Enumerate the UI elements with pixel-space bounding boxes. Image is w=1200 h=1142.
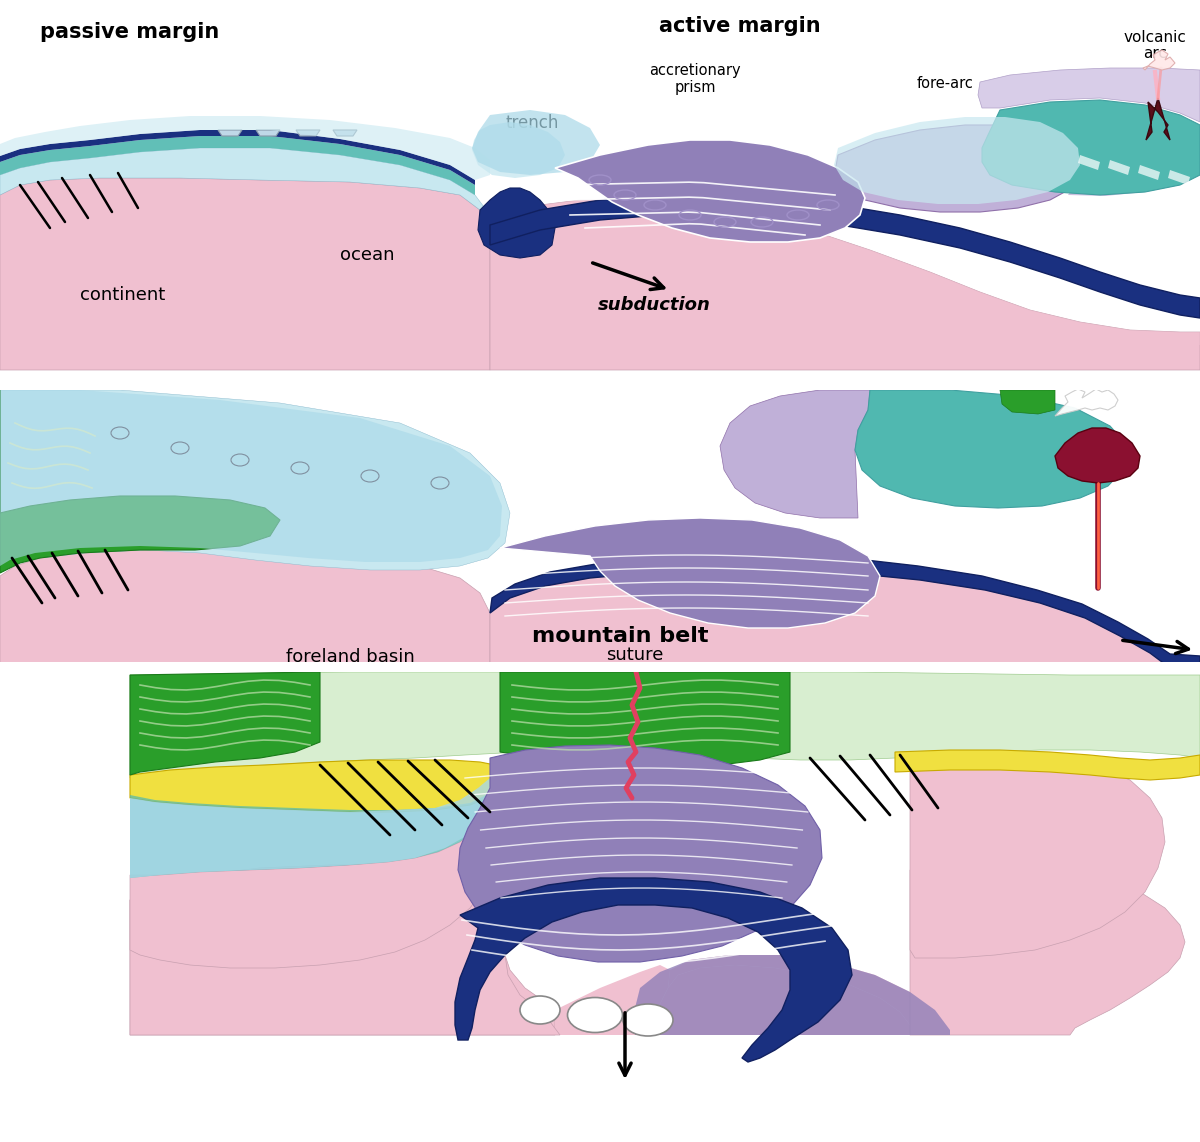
Polygon shape [218, 130, 242, 136]
Polygon shape [982, 100, 1200, 195]
Polygon shape [720, 391, 870, 518]
Polygon shape [130, 759, 505, 812]
Polygon shape [130, 778, 492, 878]
Polygon shape [910, 868, 1186, 1035]
Text: subduction: subduction [598, 296, 710, 314]
Polygon shape [334, 130, 358, 136]
Polygon shape [130, 864, 554, 1035]
Polygon shape [0, 662, 1200, 671]
Polygon shape [1168, 170, 1190, 185]
Polygon shape [978, 69, 1200, 122]
Polygon shape [0, 550, 490, 670]
Polygon shape [835, 124, 1082, 212]
Polygon shape [1078, 155, 1100, 170]
Polygon shape [1146, 98, 1170, 140]
Ellipse shape [623, 1004, 673, 1036]
Polygon shape [472, 110, 600, 175]
Polygon shape [256, 130, 280, 136]
Text: foreland basin: foreland basin [286, 648, 414, 666]
Polygon shape [1142, 50, 1175, 70]
Polygon shape [648, 965, 910, 1035]
Polygon shape [1108, 160, 1130, 175]
Polygon shape [130, 671, 1200, 778]
Polygon shape [1138, 164, 1160, 180]
Polygon shape [0, 136, 475, 195]
Text: active margin: active margin [659, 16, 821, 37]
Polygon shape [500, 671, 790, 765]
Polygon shape [0, 116, 490, 180]
Ellipse shape [568, 997, 623, 1032]
Text: trench: trench [505, 114, 558, 132]
Polygon shape [910, 756, 1165, 958]
Text: suture: suture [606, 646, 664, 664]
Polygon shape [1068, 128, 1200, 196]
Polygon shape [895, 750, 1200, 780]
Polygon shape [478, 188, 554, 258]
Polygon shape [490, 570, 1200, 670]
Polygon shape [1055, 389, 1118, 416]
Polygon shape [0, 148, 490, 230]
Polygon shape [0, 380, 1200, 391]
Polygon shape [490, 556, 1200, 670]
Polygon shape [0, 391, 510, 573]
Polygon shape [1000, 391, 1055, 415]
Text: accretionary
prism: accretionary prism [649, 63, 740, 95]
Polygon shape [130, 810, 498, 968]
Polygon shape [472, 122, 565, 178]
Polygon shape [490, 200, 1200, 370]
Polygon shape [130, 864, 560, 1035]
Text: passive margin: passive margin [41, 22, 220, 42]
Polygon shape [0, 130, 475, 185]
Text: arc: arc [1144, 46, 1166, 61]
Polygon shape [554, 965, 670, 1035]
Text: ocean: ocean [340, 246, 395, 264]
Polygon shape [500, 518, 880, 628]
Polygon shape [296, 130, 320, 136]
Polygon shape [490, 200, 1200, 345]
Ellipse shape [520, 996, 560, 1024]
Polygon shape [1055, 428, 1140, 483]
Polygon shape [834, 116, 1080, 204]
Text: continent: continent [80, 286, 166, 304]
Polygon shape [0, 178, 490, 370]
Polygon shape [668, 955, 950, 1035]
Polygon shape [854, 391, 1128, 508]
Text: mountain belt: mountain belt [532, 626, 708, 646]
Polygon shape [458, 745, 822, 962]
Text: fore-arc: fore-arc [917, 77, 973, 91]
Polygon shape [0, 391, 502, 566]
Polygon shape [130, 671, 320, 775]
Polygon shape [455, 878, 852, 1062]
Polygon shape [490, 195, 1200, 317]
Text: volcanic: volcanic [1123, 30, 1187, 45]
Polygon shape [0, 391, 280, 573]
Polygon shape [635, 955, 950, 1035]
Polygon shape [130, 793, 492, 878]
Polygon shape [554, 140, 865, 242]
